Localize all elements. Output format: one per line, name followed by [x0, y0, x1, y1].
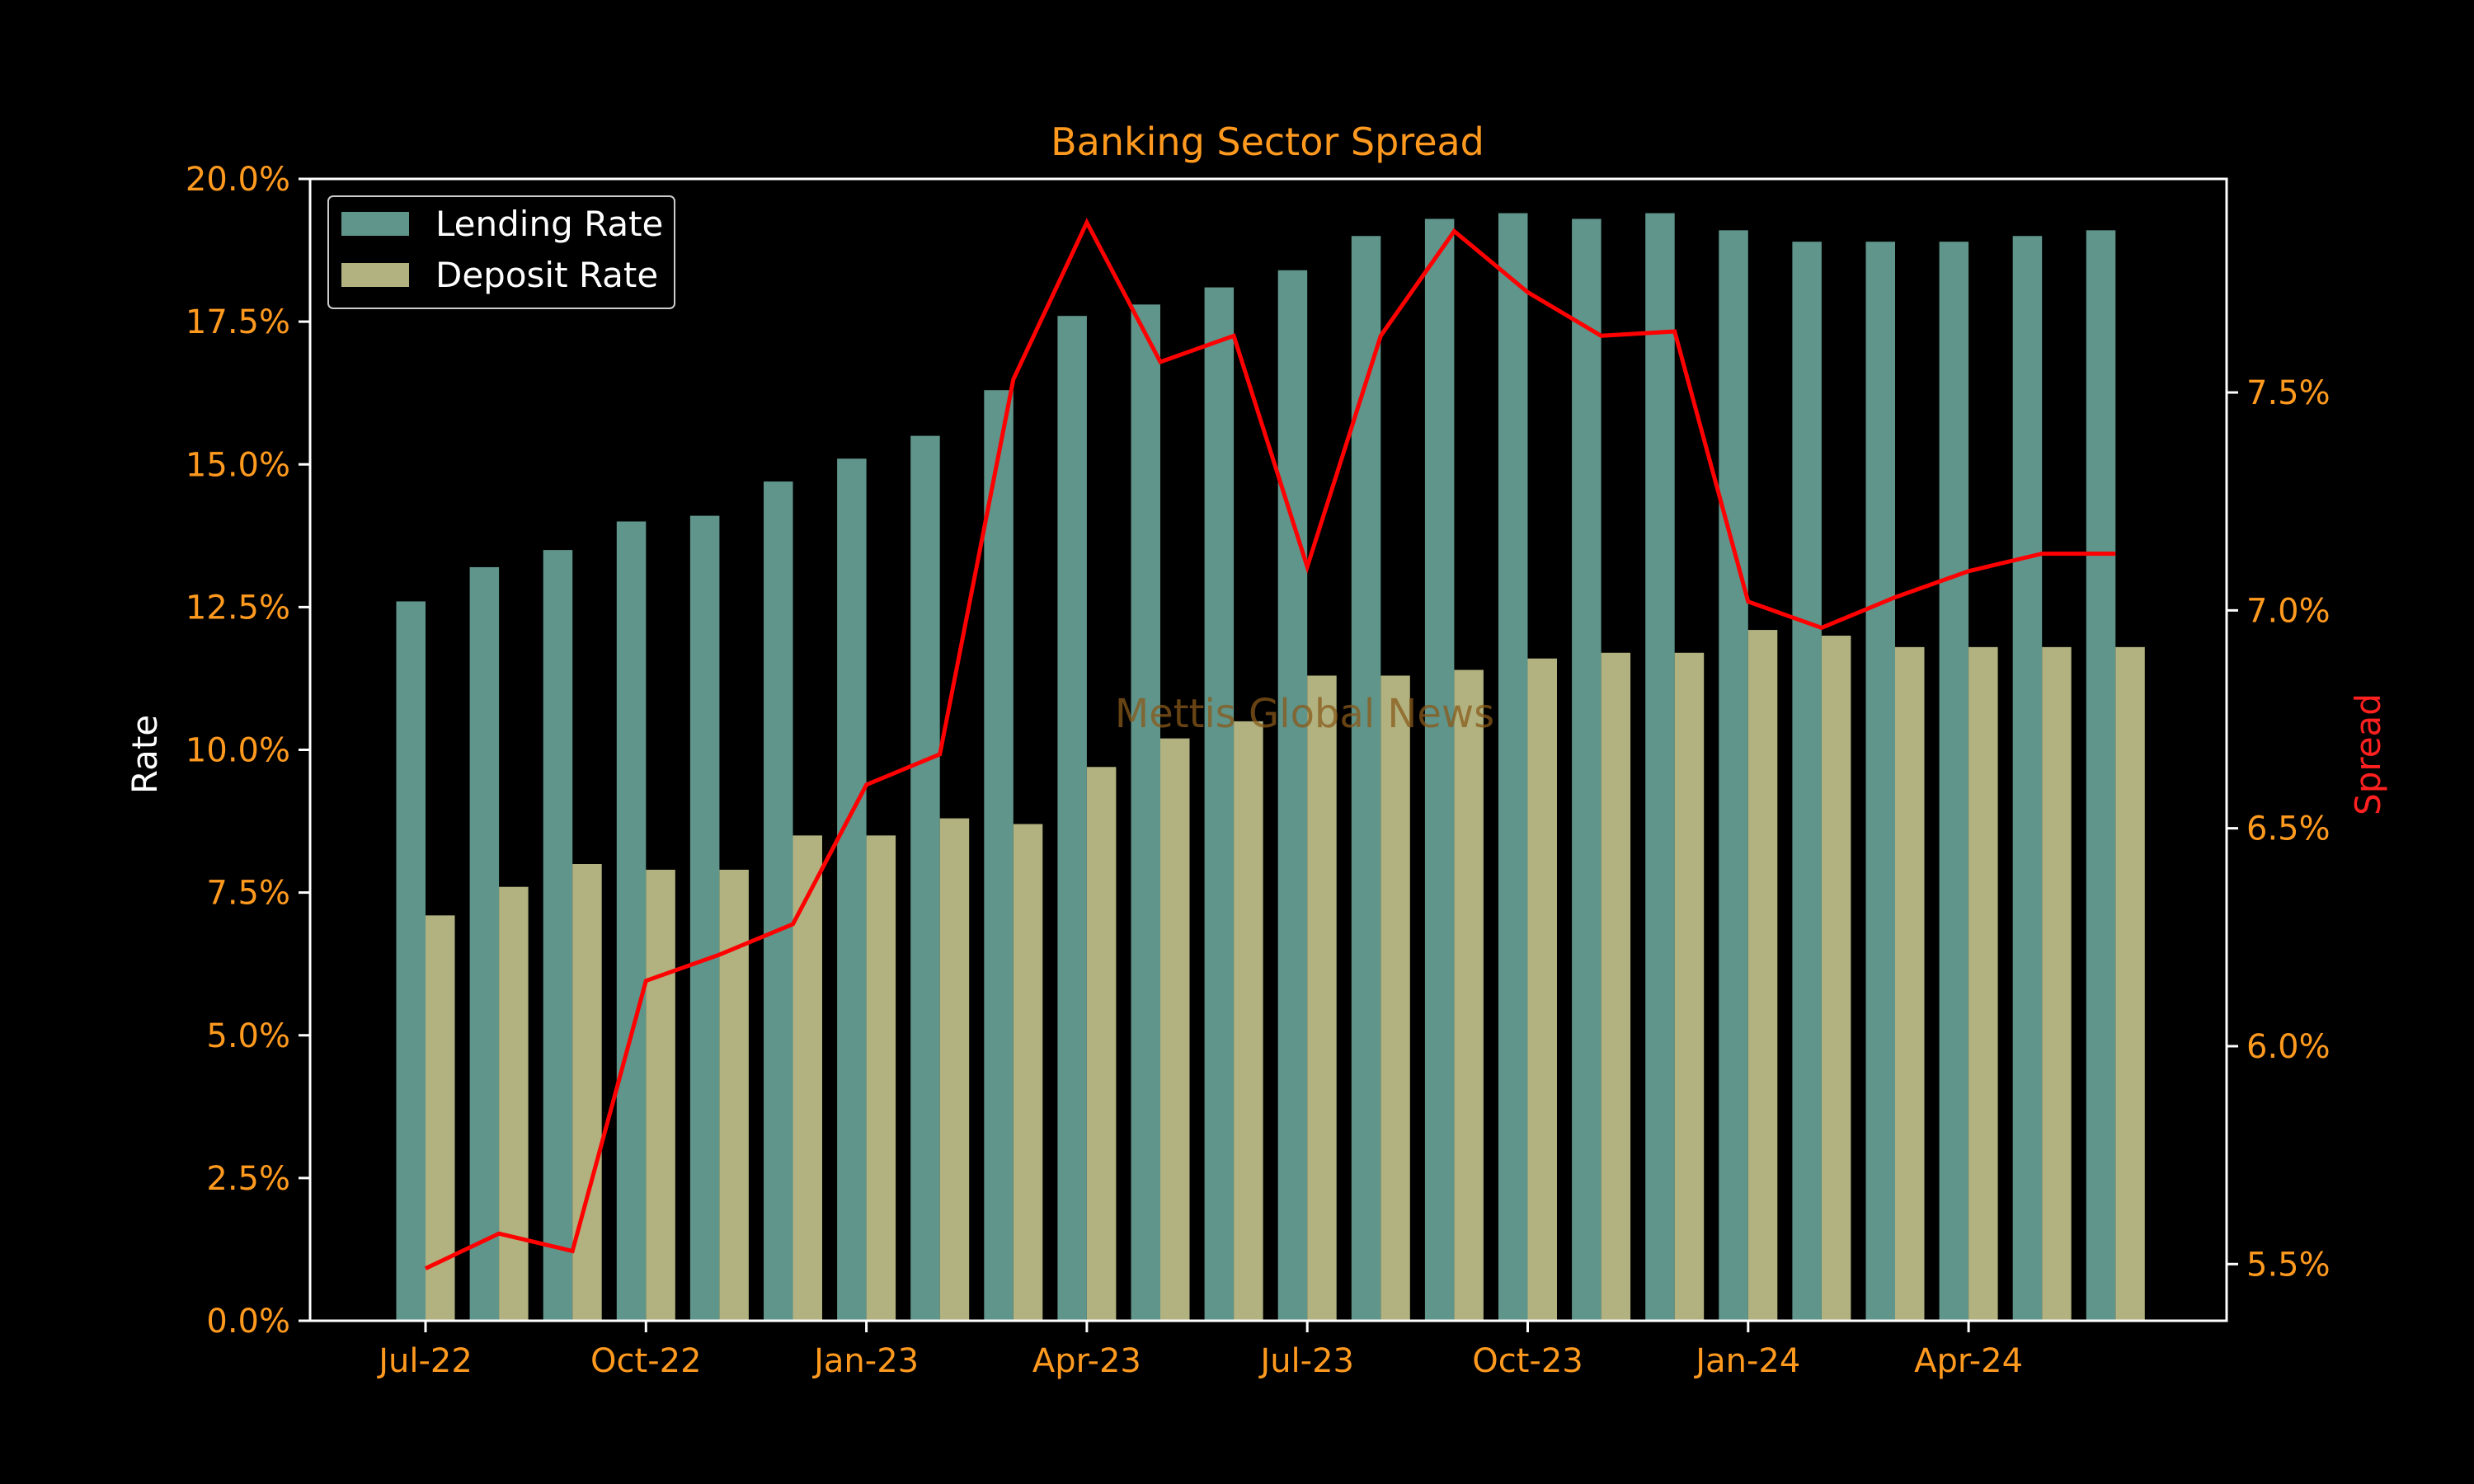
legend-swatch-lending [341, 212, 409, 236]
y2-axis-title: Spread [2348, 693, 2388, 815]
x-tick-label: Apr-24 [1914, 1342, 2023, 1380]
x-tick-label: Jan-24 [1693, 1342, 1800, 1380]
y2-tick-label: 7.0% [2246, 592, 2331, 630]
bar-lending-rate [1277, 270, 1308, 1321]
bar-lending-rate [1939, 242, 1969, 1321]
left-y-ticks: 0.0% 2.5% 5.0% 7.5% 10.0% 12.5% 15.0% 17.5% 20.0… [186, 161, 310, 1341]
legend-box [327, 195, 675, 309]
x-tick-label: Apr-23 [1032, 1342, 1141, 1380]
bars-layer [396, 213, 2145, 1322]
bar-deposit-rate [1527, 658, 1557, 1321]
bar-deposit-rate [1307, 675, 1337, 1321]
right-y-ticks: 5.5% 6.0% 6.5% 7.0% 7.5% [2227, 374, 2331, 1284]
legend-label-deposit: Deposit Rate [435, 255, 658, 295]
x-tick-label: Jan-23 [811, 1342, 919, 1380]
bar-deposit-rate [866, 835, 896, 1321]
y2-tick-label: 7.5% [2246, 374, 2331, 412]
bar-deposit-rate [1454, 669, 1484, 1321]
y2-tick-label: 5.5% [2246, 1246, 2331, 1284]
bar-deposit-rate [2115, 646, 2145, 1321]
bar-deposit-rate [1234, 721, 1263, 1321]
bar-lending-rate [1351, 236, 1381, 1321]
bar-deposit-rate [426, 915, 455, 1321]
bar-lending-rate [1424, 218, 1455, 1322]
bar-deposit-rate [719, 869, 749, 1321]
bar-lending-rate [910, 435, 940, 1321]
bar-lending-rate [2012, 236, 2043, 1321]
bar-lending-rate [1498, 213, 1528, 1321]
bar-deposit-rate [1747, 630, 1778, 1321]
bar-lending-rate [1645, 213, 1675, 1321]
bar-lending-rate [1572, 218, 1602, 1322]
bar-deposit-rate [646, 869, 675, 1321]
x-tick-label: Jul-23 [1258, 1342, 1354, 1380]
bar-deposit-rate [1013, 824, 1043, 1321]
bar-deposit-rate [1601, 652, 1631, 1321]
bar-lending-rate [2086, 230, 2116, 1322]
y-tick-label: 0.0% [206, 1303, 290, 1341]
bar-lending-rate [689, 515, 720, 1321]
bar-lending-rate [1204, 287, 1235, 1322]
bar-lending-rate [1719, 230, 1748, 1322]
bar-deposit-rate [939, 818, 970, 1321]
bar-deposit-rate [572, 864, 602, 1321]
bar-lending-rate [984, 390, 1014, 1322]
x-tick-label: Oct-22 [590, 1342, 702, 1380]
bar-deposit-rate [1160, 738, 1190, 1321]
bar-lending-rate [543, 550, 573, 1321]
bar-lending-rate [1057, 316, 1087, 1322]
legend-swatch-deposit [341, 263, 409, 287]
bar-deposit-rate [1674, 652, 1705, 1321]
spread-line-layer [424, 218, 2116, 1270]
legend: Lending Rate Deposit Rate [327, 195, 675, 309]
bar-deposit-rate [793, 835, 822, 1321]
x-ticks: Jul-22 Oct-22 Jan-23 Apr-23 Jul-23 Oct-23 Jan-… [376, 1321, 2023, 1380]
y-tick-label: 17.5% [186, 303, 290, 341]
bar-deposit-rate [1821, 636, 1851, 1321]
y-tick-label: 2.5% [206, 1160, 290, 1198]
x-tick-label: Oct-23 [1472, 1342, 1583, 1380]
spread-line [424, 218, 2116, 1270]
bar-lending-rate [1865, 242, 1895, 1321]
x-tick-label: Jul-22 [376, 1342, 473, 1380]
bar-lending-rate [764, 481, 793, 1321]
chart-title: Banking Sector Spread [1051, 120, 1484, 164]
y-tick-label: 7.5% [206, 875, 290, 913]
bar-deposit-rate [1968, 646, 1998, 1321]
y-tick-label: 10.0% [186, 732, 290, 770]
y2-tick-label: 6.0% [2246, 1028, 2331, 1066]
bar-lending-rate [396, 601, 426, 1321]
y-tick-label: 20.0% [186, 161, 290, 199]
watermark: Mettis Global News [1115, 691, 1494, 737]
bar-lending-rate [837, 458, 867, 1322]
bar-deposit-rate [1086, 767, 1117, 1321]
bar-lending-rate [1131, 304, 1160, 1322]
bar-deposit-rate [499, 886, 529, 1321]
y-tick-label: 15.0% [186, 446, 290, 484]
y-tick-label: 5.0% [206, 1017, 290, 1055]
y2-tick-label: 6.5% [2246, 810, 2331, 848]
bar-deposit-rate [1380, 675, 1410, 1321]
y-tick-label: 12.5% [186, 589, 290, 627]
bar-lending-rate [469, 566, 500, 1321]
bar-deposit-rate [2042, 646, 2072, 1321]
legend-label-lending: Lending Rate [435, 204, 663, 244]
y-axis-title: Rate [125, 715, 165, 794]
bar-lending-rate [1792, 242, 1822, 1321]
bar-lending-rate [616, 521, 647, 1321]
bar-deposit-rate [1895, 646, 1925, 1321]
